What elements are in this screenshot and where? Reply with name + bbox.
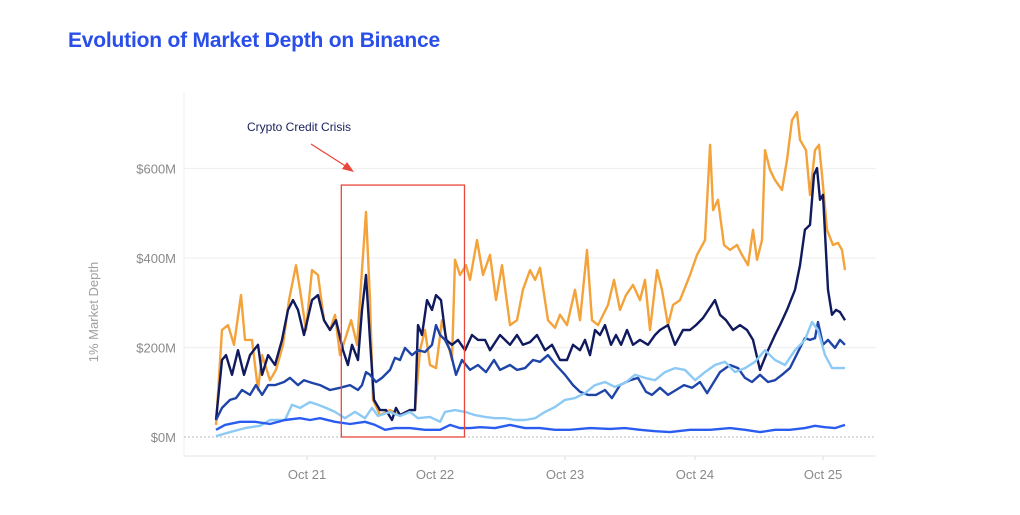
series-line-navy [214, 166, 847, 422]
y-axis-ticks: $0M $200M $400M $600M [136, 162, 176, 446]
x-tick-label: Oct 24 [676, 467, 714, 482]
series-line-bright-blue [215, 417, 846, 434]
x-tick-label: Oct 23 [546, 467, 584, 482]
annotation-arrow-head-icon [342, 162, 354, 172]
gridlines [183, 92, 876, 457]
x-axis-ticks: Oct 21 Oct 22 Oct 23 Oct 24 Oct 25 [288, 456, 842, 482]
x-tick-label: Oct 25 [804, 467, 842, 482]
series-line-medium-blue [214, 320, 846, 421]
crisis-annotation: Crypto Credit Crisis [247, 120, 466, 438]
annotation-label: Crypto Credit Crisis [247, 120, 351, 134]
x-tick-label: Oct 22 [416, 467, 454, 482]
x-tick-label: Oct 21 [288, 467, 326, 482]
crisis-highlight-box [340, 184, 466, 438]
y-tick-label: $200M [136, 341, 176, 356]
chart-title: Evolution of Market Depth on Binance [68, 29, 440, 52]
series-line-light-blue [215, 320, 845, 438]
annotation-arrow-shaft [310, 143, 348, 168]
series-line-orange [214, 110, 847, 425]
y-tick-label: $600M [136, 162, 176, 177]
series-lines [214, 110, 847, 438]
y-tick-label: $0M [151, 430, 176, 445]
y-axis-label: 1% Market Depth [86, 262, 101, 362]
y-tick-label: $400M [136, 251, 176, 266]
